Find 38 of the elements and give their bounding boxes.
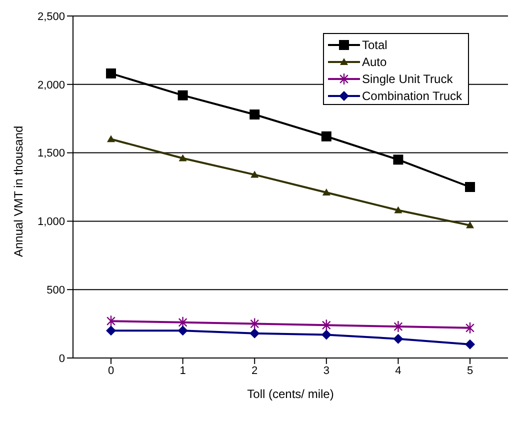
legend-label: Single Unit Truck — [362, 72, 453, 86]
point — [465, 339, 475, 350]
x-tick-label: 5 — [466, 364, 474, 377]
x-tick-label: 1 — [180, 364, 186, 377]
point — [322, 188, 330, 196]
point — [393, 334, 404, 344]
x-axis-title: Toll (cents/ mile) — [247, 387, 334, 401]
point — [107, 135, 115, 142]
point — [106, 68, 116, 78]
x-tick-label: 0 — [108, 364, 114, 377]
point — [250, 170, 259, 178]
point — [178, 154, 187, 162]
point — [466, 221, 474, 228]
x-tick-label: 3 — [323, 364, 330, 377]
y-tick-label: 2,500 — [37, 10, 65, 23]
point — [465, 182, 475, 192]
point — [106, 326, 116, 336]
point — [178, 90, 188, 100]
point — [250, 109, 260, 120]
point — [178, 316, 188, 328]
point — [321, 131, 332, 142]
y-tick-label: 1,000 — [37, 216, 65, 228]
x-tick-label: 2 — [252, 364, 258, 377]
point — [250, 328, 260, 338]
point — [394, 321, 403, 332]
point — [394, 206, 402, 214]
y-tick-label: 500 — [46, 284, 65, 297]
point — [321, 330, 332, 340]
point — [393, 154, 404, 165]
x-tick-label: 4 — [395, 364, 402, 377]
legend-label: Combination Truck — [362, 88, 462, 102]
legend-label: Auto — [362, 54, 387, 68]
y-tick-label: 2,000 — [37, 79, 65, 92]
y-tick-label: 1,500 — [37, 148, 65, 160]
y-tick-label: 0 — [58, 352, 65, 365]
point — [178, 326, 188, 336]
legend-label: Total — [362, 38, 388, 52]
y-axis-title: Annual VMT in thousand — [11, 126, 26, 257]
